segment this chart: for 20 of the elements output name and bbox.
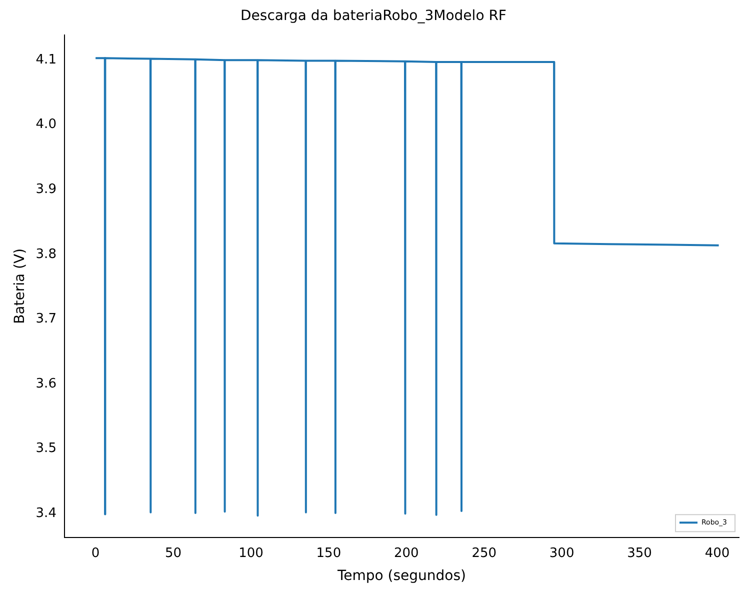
x-tick-label: 200 xyxy=(394,546,419,561)
x-tick-label: 350 xyxy=(627,546,652,561)
y-tick-label: 3.6 xyxy=(36,376,56,392)
y-tick-label: 3.7 xyxy=(36,312,56,327)
x-tick-label: 300 xyxy=(549,546,574,561)
x-tick-label: 400 xyxy=(704,546,730,561)
y-tick-label: 3.4 xyxy=(36,506,56,521)
x-tick-label: 250 xyxy=(472,546,497,561)
x-tick-label: 50 xyxy=(164,546,182,561)
y-axis-title: Bateria (V) xyxy=(12,248,28,324)
y-tick-label: 3.5 xyxy=(36,441,56,456)
x-tick-label: 0 xyxy=(91,546,100,561)
y-tick-label: 4.0 xyxy=(36,117,56,132)
chart-title: Descarga da bateriaRobo_3Modelo RF xyxy=(240,8,506,24)
y-tick-label: 4.1 xyxy=(36,52,56,68)
x-tick-label: 100 xyxy=(238,546,264,561)
y-tick-label: 3.9 xyxy=(36,182,56,198)
x-axis-title: Tempo (segundos) xyxy=(336,568,466,584)
y-tick-label: 3.8 xyxy=(36,246,56,262)
x-tick-label: 150 xyxy=(316,546,342,561)
